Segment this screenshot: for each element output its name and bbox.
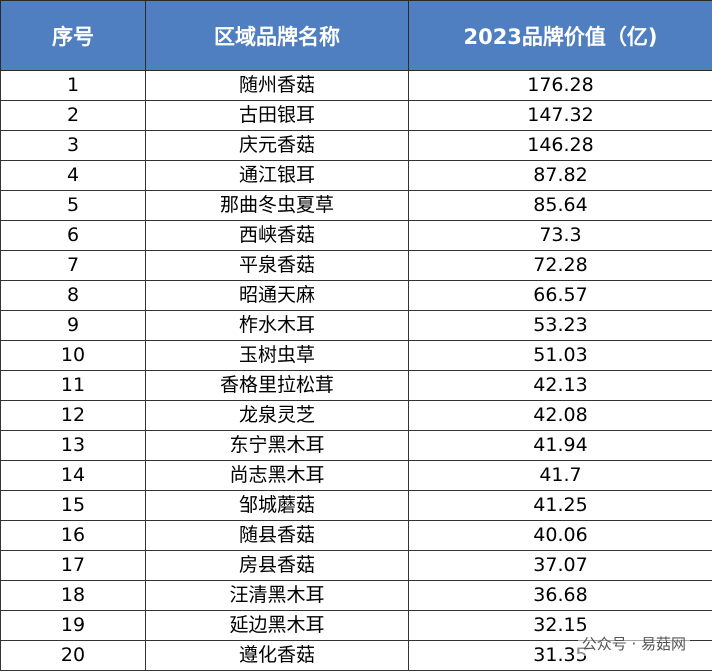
table-body: 1 随州香菇 176.28 2 古田银耳 147.32 3 庆元香菇 146.28 4 通江银耳 87… — [0, 70, 712, 671]
table-cell: 香格里拉松茸 — [145, 370, 409, 401]
watermark: 公众号 · 易菇网 — [577, 631, 690, 656]
table-cell: 14 — [0, 460, 146, 491]
table-cell: 那曲冬虫夏草 — [145, 190, 409, 221]
table-cell: 庆元香菇 — [145, 130, 409, 161]
table-cell: 西峡香菇 — [145, 220, 409, 251]
table-cell: 17 — [0, 550, 146, 581]
table-cell: 72.28 — [408, 250, 712, 281]
table-cell: 147.32 — [408, 100, 712, 131]
table-cell: 11 — [0, 370, 146, 401]
table-row: 7 平泉香菇 72.28 — [0, 250, 712, 281]
table-cell: 176.28 — [408, 70, 712, 101]
table-cell: 41.7 — [408, 460, 712, 491]
table-row: 2 古田银耳 147.32 — [0, 100, 712, 131]
table-cell: 9 — [0, 310, 146, 341]
table-cell: 40.06 — [408, 520, 712, 551]
table-cell: 10 — [0, 340, 146, 371]
table-cell: 13 — [0, 430, 146, 461]
table-row: 17 房县香菇 37.07 — [0, 550, 712, 581]
table-row: 15 邹城蘑菇 41.25 — [0, 490, 712, 521]
table-row: 1 随州香菇 176.28 — [0, 70, 712, 101]
table-cell: 12 — [0, 400, 146, 431]
table-cell: 16 — [0, 520, 146, 551]
table-cell: 5 — [0, 190, 146, 221]
header-row: 序号 区域品牌名称 2023品牌价值（亿) — [0, 0, 712, 71]
table-cell: 8 — [0, 280, 146, 311]
table-row: 9 柞水木耳 53.23 — [0, 310, 712, 341]
table-cell: 随州香菇 — [145, 70, 409, 101]
table-cell: 玉树虫草 — [145, 340, 409, 371]
header-cell: 2023品牌价值（亿) — [408, 0, 712, 71]
table-row: 13 东宁黑木耳 41.94 — [0, 430, 712, 461]
table-cell: 37.07 — [408, 550, 712, 581]
table-row: 11 香格里拉松茸 42.13 — [0, 370, 712, 401]
table-cell: 36.68 — [408, 580, 712, 611]
table-row: 8 昭通天麻 66.57 — [0, 280, 712, 311]
table-row: 12 龙泉灵芝 42.08 — [0, 400, 712, 431]
table-cell: 平泉香菇 — [145, 250, 409, 281]
table-cell: 20 — [0, 640, 146, 671]
table-cell: 18 — [0, 580, 146, 611]
table-cell: 4 — [0, 160, 146, 191]
table-cell: 66.57 — [408, 280, 712, 311]
table-cell: 19 — [0, 610, 146, 641]
table-cell: 41.25 — [408, 490, 712, 521]
table-row: 14 尚志黑木耳 41.7 — [0, 460, 712, 491]
table-cell: 房县香菇 — [145, 550, 409, 581]
header-cell: 序号 — [0, 0, 146, 71]
table-cell: 6 — [0, 220, 146, 251]
table-cell: 53.23 — [408, 310, 712, 341]
table-cell: 古田银耳 — [145, 100, 409, 131]
table-row: 4 通江银耳 87.82 — [0, 160, 712, 191]
table-cell: 7 — [0, 250, 146, 281]
table-cell: 汪清黑木耳 — [145, 580, 409, 611]
table-cell: 41.94 — [408, 430, 712, 461]
table-row: 16 随县香菇 40.06 — [0, 520, 712, 551]
table-row: 3 庆元香菇 146.28 — [0, 130, 712, 161]
table-cell: 通江银耳 — [145, 160, 409, 191]
table-cell: 73.3 — [408, 220, 712, 251]
table-row: 6 西峡香菇 73.3 — [0, 220, 712, 251]
table-cell: 邹城蘑菇 — [145, 490, 409, 521]
table-cell: 87.82 — [408, 160, 712, 191]
table-cell: 51.03 — [408, 340, 712, 371]
table-cell: 东宁黑木耳 — [145, 430, 409, 461]
table-row: 5 那曲冬虫夏草 85.64 — [0, 190, 712, 221]
table-cell: 15 — [0, 490, 146, 521]
table-cell: 42.08 — [408, 400, 712, 431]
table-cell: 昭通天麻 — [145, 280, 409, 311]
table-cell: 85.64 — [408, 190, 712, 221]
table-cell: 延边黑木耳 — [145, 610, 409, 641]
table-cell: 龙泉灵芝 — [145, 400, 409, 431]
table-cell: 尚志黑木耳 — [145, 460, 409, 491]
table-cell: 1 — [0, 70, 146, 101]
table-cell: 柞水木耳 — [145, 310, 409, 341]
table-cell: 42.13 — [408, 370, 712, 401]
table-cell: 遵化香菇 — [145, 640, 409, 671]
table-cell: 146.28 — [408, 130, 712, 161]
table-cell: 2 — [0, 100, 146, 131]
table-cell: 随县香菇 — [145, 520, 409, 551]
table-row: 18 汪清黑木耳 36.68 — [0, 580, 712, 611]
table-cell: 3 — [0, 130, 146, 161]
header-cell: 区域品牌名称 — [145, 0, 409, 71]
table-row: 10 玉树虫草 51.03 — [0, 340, 712, 371]
